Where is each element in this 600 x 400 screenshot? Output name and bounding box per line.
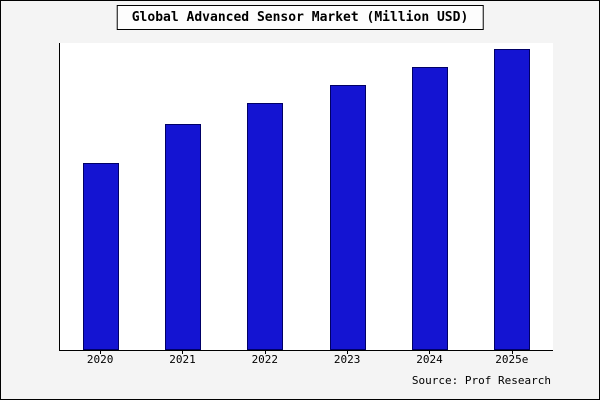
x-tick-label: 2023: [306, 351, 388, 369]
x-tick-label: 2021: [141, 351, 223, 369]
bar-2023: [329, 85, 366, 350]
bar-2025e: [493, 49, 530, 350]
bar-slot: [471, 43, 553, 350]
bar-2021: [165, 124, 202, 350]
x-axis-labels: 2020 2021 2022 2023 2024 2025e: [59, 351, 553, 369]
bar-slot: [389, 43, 471, 350]
plot-area: [59, 43, 553, 351]
bar-slot: [60, 43, 142, 350]
bar-2022: [247, 103, 284, 350]
bar-2020: [83, 163, 120, 350]
bar-slot: [307, 43, 389, 350]
x-tick-label: 2024: [388, 351, 470, 369]
x-tick-label: 2022: [224, 351, 306, 369]
source-credit: Source: Prof Research: [411, 374, 551, 387]
x-tick-label: 2025e: [471, 351, 553, 369]
bars: [60, 43, 553, 350]
bar-2024: [411, 67, 448, 350]
x-tick-label: 2020: [59, 351, 141, 369]
chart-title: Global Advanced Sensor Market (Million U…: [116, 5, 484, 30]
bar-slot: [142, 43, 224, 350]
bar-slot: [224, 43, 306, 350]
